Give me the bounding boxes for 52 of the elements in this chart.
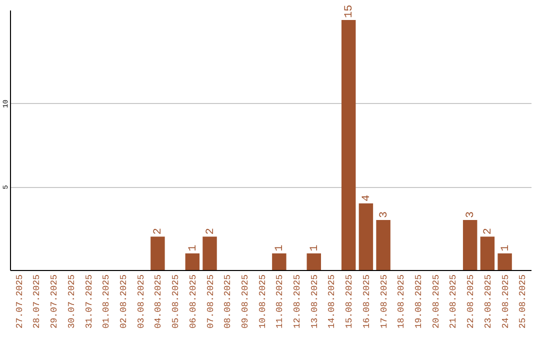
- data-label: 4: [360, 194, 373, 202]
- x-tick-label: 09.08.2025: [240, 274, 250, 329]
- x-tick-label: 24.08.2025: [500, 274, 511, 329]
- bar: [272, 253, 286, 270]
- x-tick-label: 31.07.2025: [84, 274, 94, 329]
- x-tick-label: 17.08.2025: [379, 274, 390, 329]
- bar: [150, 236, 165, 270]
- x-tick-label: 16.08.2025: [362, 274, 372, 329]
- x-tick-label: 06.08.2025: [188, 274, 198, 329]
- data-label: 1: [500, 244, 512, 252]
- bar: [376, 220, 390, 270]
- x-tick-label: 07.08.2025: [206, 274, 216, 329]
- data-label: 1: [274, 244, 286, 252]
- x-tick-label: 15.08.2025: [344, 274, 355, 329]
- bar: [185, 253, 200, 270]
- x-tick-label: 14.08.2025: [327, 274, 338, 329]
- x-tick-label: 30.07.2025: [66, 274, 77, 329]
- x-tick-label: 13.08.2025: [310, 274, 320, 329]
- x-tick-label: 10.08.2025: [258, 274, 268, 329]
- data-label: 2: [482, 228, 494, 235]
- x-tick-label: 11.08.2025: [275, 274, 286, 329]
- data-label: 3: [465, 211, 478, 218]
- x-tick-label: 01.08.2025: [102, 274, 112, 329]
- bar: [462, 220, 478, 270]
- bar: [202, 236, 217, 270]
- x-tick-label: 29.07.2025: [50, 274, 60, 329]
- x-tick-label: 28.07.2025: [32, 274, 42, 329]
- x-tick-label: 19.08.2025: [414, 274, 424, 329]
- bar: [306, 253, 322, 270]
- data-label: 3: [378, 211, 390, 218]
- bar: [358, 203, 374, 270]
- x-tick-label: 22.08.2025: [466, 274, 476, 329]
- bar: [498, 253, 512, 270]
- x-tick-label: 05.08.2025: [171, 274, 182, 329]
- x-tick-label: 21.08.2025: [448, 274, 459, 329]
- x-tick-label: 27.07.2025: [14, 274, 25, 329]
- x-tick-label: 08.08.2025: [223, 274, 234, 329]
- x-tick-label: 03.08.2025: [136, 274, 146, 329]
- bar: [341, 20, 356, 270]
- data-label: 1: [308, 244, 321, 252]
- bar: [480, 236, 495, 270]
- x-tick-label: 25.08.2025: [518, 274, 528, 329]
- data-label: 2: [152, 228, 165, 235]
- data-label: 1: [187, 244, 200, 252]
- x-tick-label: 23.08.2025: [483, 274, 494, 329]
- data-label: 2: [204, 228, 217, 235]
- x-tick-label: 02.08.2025: [118, 274, 129, 329]
- x-tick-label: 18.08.2025: [396, 274, 407, 329]
- x-tick-label: 12.08.2025: [292, 274, 303, 329]
- data-label: 15: [344, 4, 356, 18]
- x-tick-label: 20.08.2025: [431, 274, 442, 329]
- x-tick-label: 04.08.2025: [154, 274, 164, 329]
